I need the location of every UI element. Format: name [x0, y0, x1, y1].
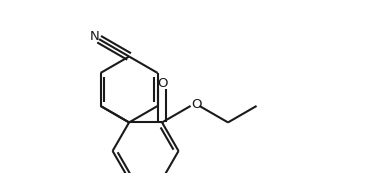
Text: N: N — [89, 30, 99, 43]
Text: O: O — [157, 77, 167, 90]
Text: O: O — [191, 98, 201, 112]
